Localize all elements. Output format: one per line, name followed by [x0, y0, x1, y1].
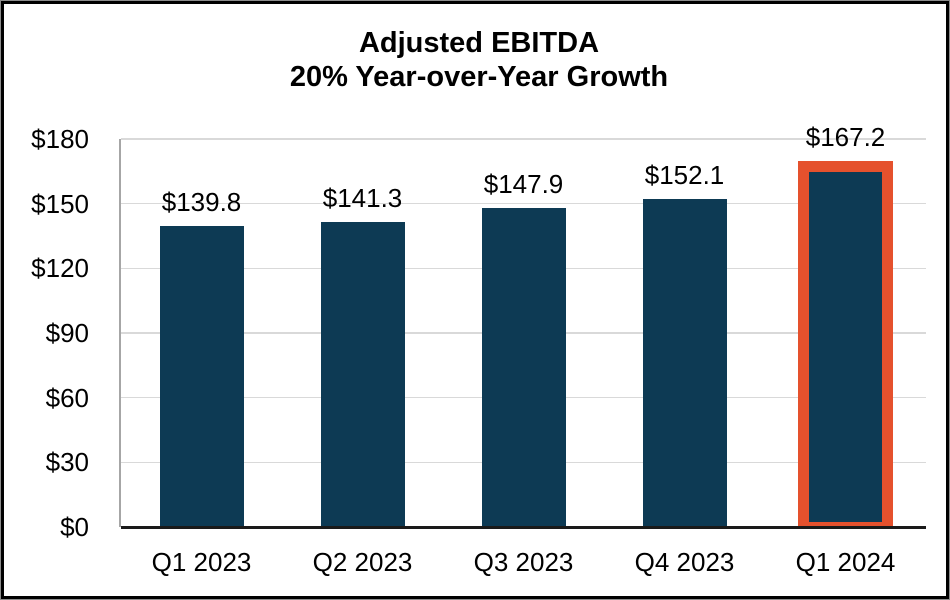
bar-q2-2023: [320, 222, 405, 527]
y-tick-label: $60: [45, 382, 89, 413]
y-tick-label: $150: [31, 188, 89, 219]
y-tick-label: $30: [45, 447, 89, 478]
gridline: [121, 138, 926, 140]
y-axis-line: [119, 139, 121, 527]
chart-subtitle: 20% Year-over-Year Growth: [289, 61, 669, 93]
x-category-label: Q4 2023: [634, 547, 735, 577]
x-category-label: Q1 2023: [151, 547, 252, 577]
x-axis-baseline: [121, 526, 926, 529]
bar-value-label: $141.3: [322, 183, 403, 214]
y-tick-label: $180: [31, 124, 89, 154]
x-category-label: Q3 2023: [473, 547, 574, 577]
bar-value-label: $147.9: [483, 169, 564, 200]
chart-title: Adjusted EBITDA: [358, 27, 600, 59]
bar-q1-2023: [159, 225, 244, 527]
x-category-label: Q1 2024: [795, 547, 896, 577]
y-tick-label: $120: [31, 253, 89, 284]
x-category-label: Q2 2023: [312, 547, 413, 577]
y-tick-label: $90: [45, 318, 89, 348]
bar-q1-2024-highlighted: [798, 161, 893, 527]
bar-value-label: $152.1: [644, 160, 725, 191]
bar-q3-2023: [481, 208, 566, 527]
bar-value-label: $139.8: [161, 186, 242, 217]
y-tick-label: $0: [60, 512, 89, 542]
chart-title-block: Adjusted EBITDA 20% Year-over-Year Growt…: [4, 26, 950, 94]
gridline: [121, 202, 926, 205]
bar-value-label: $167.2: [805, 122, 886, 153]
bar-q4-2023: [642, 199, 727, 527]
